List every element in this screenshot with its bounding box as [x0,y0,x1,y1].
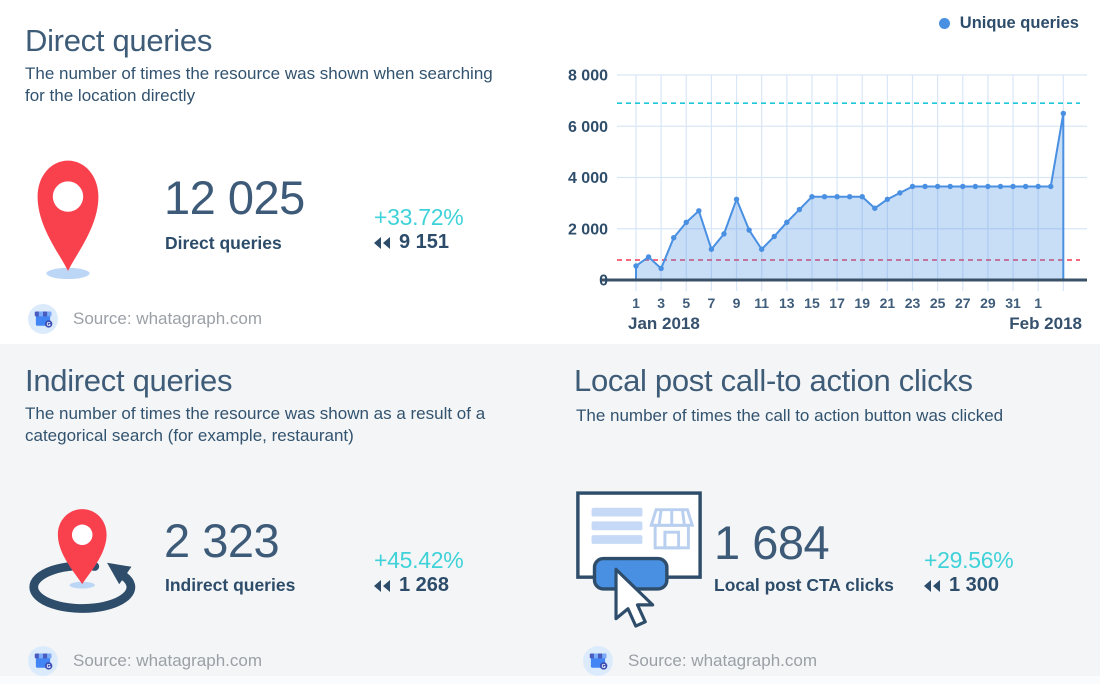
cta-clicks-description: The number of times the call to action b… [576,406,1004,425]
cta-clicks-value: 1 684 [714,516,830,569]
cta-clicks-title: Local post call-to action clicks [574,363,973,398]
local-post-cta-icon [576,491,702,628]
indirect-queries-change: +45.42% [374,547,464,573]
legend-dot-icon [938,18,950,29]
svg-text:31: 31 [1005,295,1021,311]
previous-value: 9 151 [399,231,450,253]
chart-legend[interactable]: Unique queries [938,14,1079,33]
direct-queries-change: +33.72% [374,204,464,230]
source-label: Source: whatagraph.com [73,651,262,670]
svg-text:4 000: 4 000 [568,170,608,187]
svg-text:21: 21 [880,295,896,311]
svg-text:27: 27 [955,295,971,311]
source-label: Source: whatagraph.com [628,651,817,670]
source-row: G Source: whatagraph.com [583,646,817,676]
data-points [633,110,1067,272]
svg-text:1: 1 [632,295,640,311]
svg-text:3: 3 [657,295,665,311]
direct-queries-label: Direct queries [165,233,282,253]
svg-text:9: 9 [733,295,741,311]
indirect-queries-description: The number of times the resource was sho… [25,404,486,445]
chart-gridlines [617,74,1087,291]
google-my-business-icon: G [583,646,613,676]
svg-text:6 000: 6 000 [568,119,608,136]
direct-queries-title: Direct queries [25,23,213,58]
indirect-queries-value: 2 323 [164,514,280,567]
svg-text:17: 17 [829,295,845,311]
cta-clicks-previous: 1 300 [922,574,999,597]
source-label: Source: whatagraph.com [73,309,262,328]
map-pin-orbit-icon [29,509,136,613]
month-labels: Jan 2018 Feb 2018 [628,314,1082,333]
bottom-edge-strip [0,676,1100,684]
svg-text:G: G [47,664,51,670]
indirect-queries-label: Indirect queries [165,575,296,595]
svg-text:0: 0 [599,273,608,290]
svg-text:15: 15 [804,295,820,311]
svg-text:G: G [602,664,606,670]
rewind-arrows-icon [374,579,390,592]
svg-text:Feb 2018: Feb 2018 [1009,314,1082,333]
legend-label: Unique queries [959,14,1079,32]
svg-text:7: 7 [708,295,716,311]
source-row: G Source: whatagraph.com [28,646,262,676]
map-pin-icon [37,160,99,279]
previous-value: 1 268 [399,574,450,596]
y-axis-labels: 0 2 000 4 000 6 000 8 000 [568,68,608,290]
rewind-arrows-icon [374,236,390,249]
svg-text:19: 19 [854,295,870,311]
bottom-section-background [0,344,1100,684]
direct-queries-previous: 9 151 [372,231,449,254]
indirect-queries-title: Indirect queries [25,363,233,398]
direct-queries-value: 12 025 [164,171,305,224]
google-my-business-icon: G [28,646,58,676]
svg-text:2 000: 2 000 [568,221,608,238]
svg-text:G: G [47,322,51,328]
cursor-arrow-icon [614,567,655,628]
svg-text:8 000: 8 000 [568,68,608,85]
previous-value: 1 300 [949,574,1000,596]
svg-text:5: 5 [682,295,690,311]
x-axis-labels: 1 3 5 7 9 11 13 15 17 19 21 23 25 27 29 31 1 [632,295,1042,311]
svg-text:Jan 2018: Jan 2018 [628,314,700,333]
svg-text:23: 23 [905,295,921,311]
google-my-business-icon: G [28,304,58,334]
indirect-queries-previous: 1 268 [372,574,449,597]
direct-queries-description: The number of times the resource was sho… [25,64,493,105]
rewind-arrows-icon [924,579,940,592]
source-row: G Source: whatagraph.com [28,304,262,334]
storefront-glyph [649,508,695,550]
cta-clicks-change: +29.56% [924,547,1014,573]
svg-text:29: 29 [980,295,996,311]
cta-clicks-label: Local post CTA clicks [714,575,894,595]
svg-text:13: 13 [779,295,795,311]
svg-text:1: 1 [1034,295,1042,311]
svg-text:25: 25 [930,295,946,311]
svg-text:11: 11 [754,295,769,311]
